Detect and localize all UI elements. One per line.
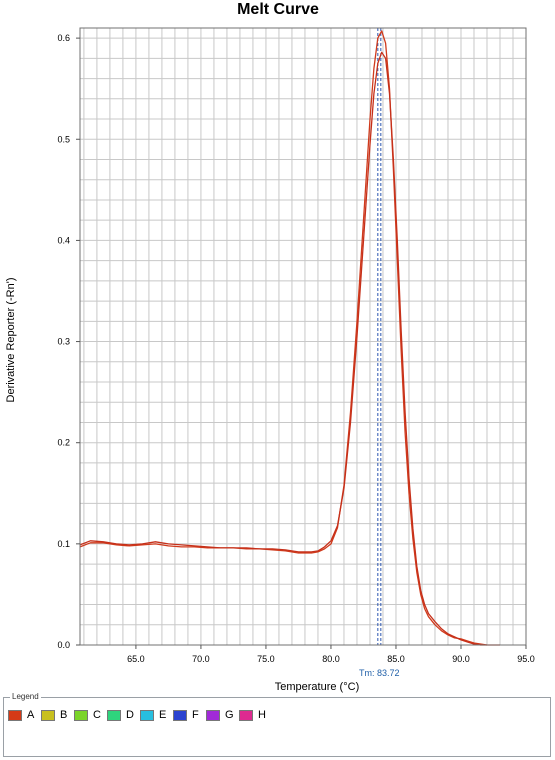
plot-frame [79,27,527,646]
x-tick-labels: 65.0 70.0 75.0 80.0 85.0 90.0 95.0 [127,645,535,664]
legend-swatch [140,709,154,721]
legend-swatch [8,709,22,721]
legend-item-b: B [41,709,74,721]
tm-label: Tm: 83.72 [359,668,400,678]
x-tick-label: 70.0 [192,654,210,664]
y-tick-label: 0.0 [57,640,70,650]
x-axis-label: Temperature (°C) [275,681,359,693]
legend-label: E [159,709,167,721]
legend-item-a: A [8,709,41,721]
x-tick-label: 85.0 [387,654,405,664]
legend-swatch [107,709,121,721]
series-line-1 [79,30,500,646]
legend-label: F [192,709,199,721]
y-tick-label: 0.6 [57,33,70,43]
legend-label: B [60,709,68,721]
x-tick-label: 65.0 [127,654,145,664]
legend-label: D [126,709,134,721]
legend-label: G [225,709,234,721]
legend-item-d: D [107,709,140,721]
legend-item-f: F [173,709,206,721]
legend-swatch [74,709,88,721]
y-axis-label: Derivative Reporter (-Rn') [5,278,17,403]
y-tick-label: 0.1 [57,539,70,549]
legend-swatch [239,709,253,721]
chart-title: Melt Curve [237,1,319,18]
legend-item-e: E [140,709,173,721]
legend-swatch [173,709,187,721]
legend-title: Legend [10,692,41,701]
series-line-2 [79,51,487,646]
y-tick-labels: 0.0 0.1 0.2 0.3 0.4 0.5 0.6 [57,33,80,650]
melt-curve-chart: Melt Curve 65.0 70.0 75.0 80.0 85.0 90.0 95.0 … [5,1,535,693]
grid [80,28,527,646]
y-tick-label: 0.3 [57,337,70,347]
legend-label: A [27,709,35,721]
x-tick-label: 75.0 [257,654,275,664]
legend-item-g: G [206,709,239,721]
legend-label: C [93,709,101,721]
legend-item-h: H [239,709,272,721]
legend-item-c: C [74,709,107,721]
series-lines [79,30,500,646]
tm-marker [377,28,382,645]
legend-label: H [258,709,266,721]
legend-items: A B C D E F G H [8,709,272,721]
y-tick-label: 0.2 [57,438,70,448]
x-tick-label: 80.0 [322,654,340,664]
legend-swatch [41,709,55,721]
legend-panel: Legend A B C D E F G H [3,692,551,757]
y-tick-label: 0.5 [57,134,70,144]
legend-swatch [206,709,220,721]
x-tick-label: 90.0 [452,654,470,664]
y-tick-label: 0.4 [57,235,70,245]
x-tick-label: 95.0 [517,654,535,664]
